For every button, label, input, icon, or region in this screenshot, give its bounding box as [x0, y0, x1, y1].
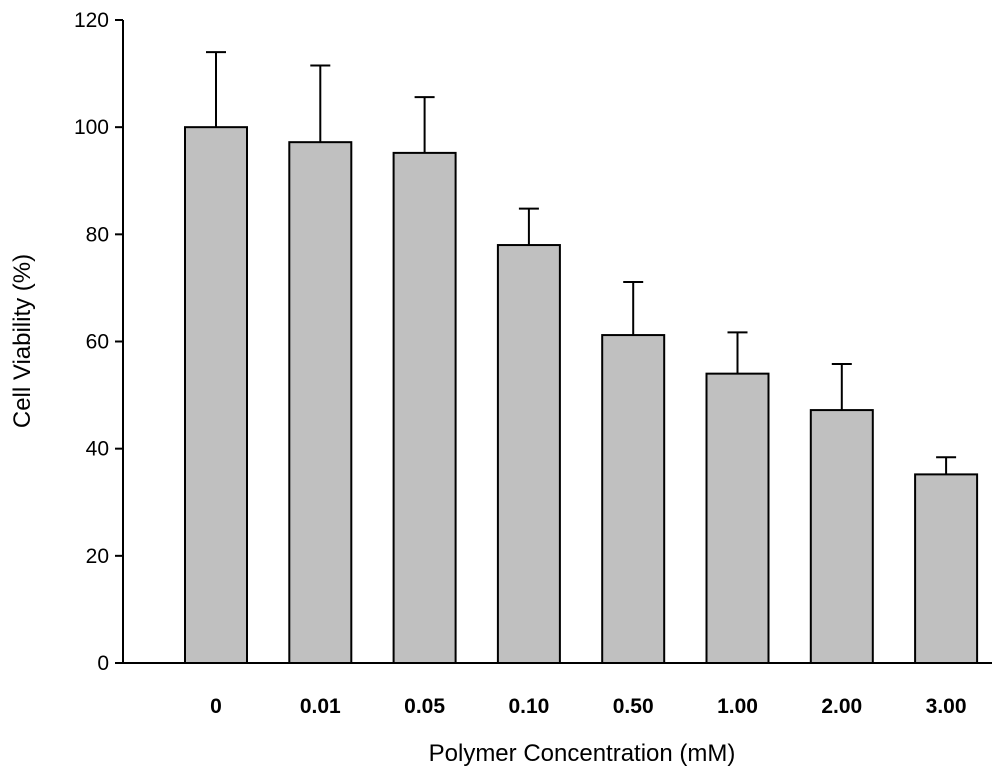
- bar: [392, 151, 457, 665]
- x-tick-label: 3.00: [926, 695, 967, 718]
- x-tick-label: 0: [210, 695, 222, 718]
- y-axis-title: Cell Viability (%): [9, 254, 36, 428]
- y-axis: 0 20 40 60 80 100 120: [74, 9, 124, 675]
- bars: [184, 126, 979, 665]
- error-bar: [831, 363, 852, 411]
- error-bar: [623, 281, 644, 336]
- error-bar: [936, 456, 957, 475]
- bar: [809, 409, 874, 664]
- bar: [914, 473, 979, 664]
- bar: [601, 334, 666, 664]
- x-tick-label: 1.00: [717, 695, 758, 718]
- y-tick-label: 40: [86, 438, 109, 461]
- error-bar: [518, 207, 539, 246]
- bar: [705, 372, 770, 664]
- bar: [288, 141, 353, 665]
- x-tick-label: 0.50: [613, 695, 654, 718]
- y-tick-label: 20: [86, 545, 109, 568]
- y-tick-label: 0: [97, 652, 109, 675]
- y-tick-label: 80: [86, 223, 109, 246]
- x-tick-label: 2.00: [821, 695, 862, 718]
- x-axis: 0 0.01 0.05 0.10 0.50 1.00 2.00 3.00: [123, 662, 992, 718]
- error-bar: [206, 51, 226, 128]
- bar: [184, 126, 248, 664]
- x-tick-label: 0.01: [300, 695, 341, 718]
- x-tick-label: 0.10: [508, 695, 549, 718]
- error-bar: [414, 96, 435, 153]
- error-bar: [727, 331, 748, 374]
- error-bar: [310, 64, 331, 143]
- y-tick-label: 120: [74, 9, 109, 32]
- x-axis-title: Polymer Concentration (mM): [429, 740, 736, 767]
- x-tick-label: 0.05: [404, 695, 445, 718]
- y-tick-label: 60: [86, 331, 109, 354]
- bar: [496, 244, 561, 665]
- error-bars: [206, 51, 957, 475]
- y-tick-label: 100: [74, 116, 109, 139]
